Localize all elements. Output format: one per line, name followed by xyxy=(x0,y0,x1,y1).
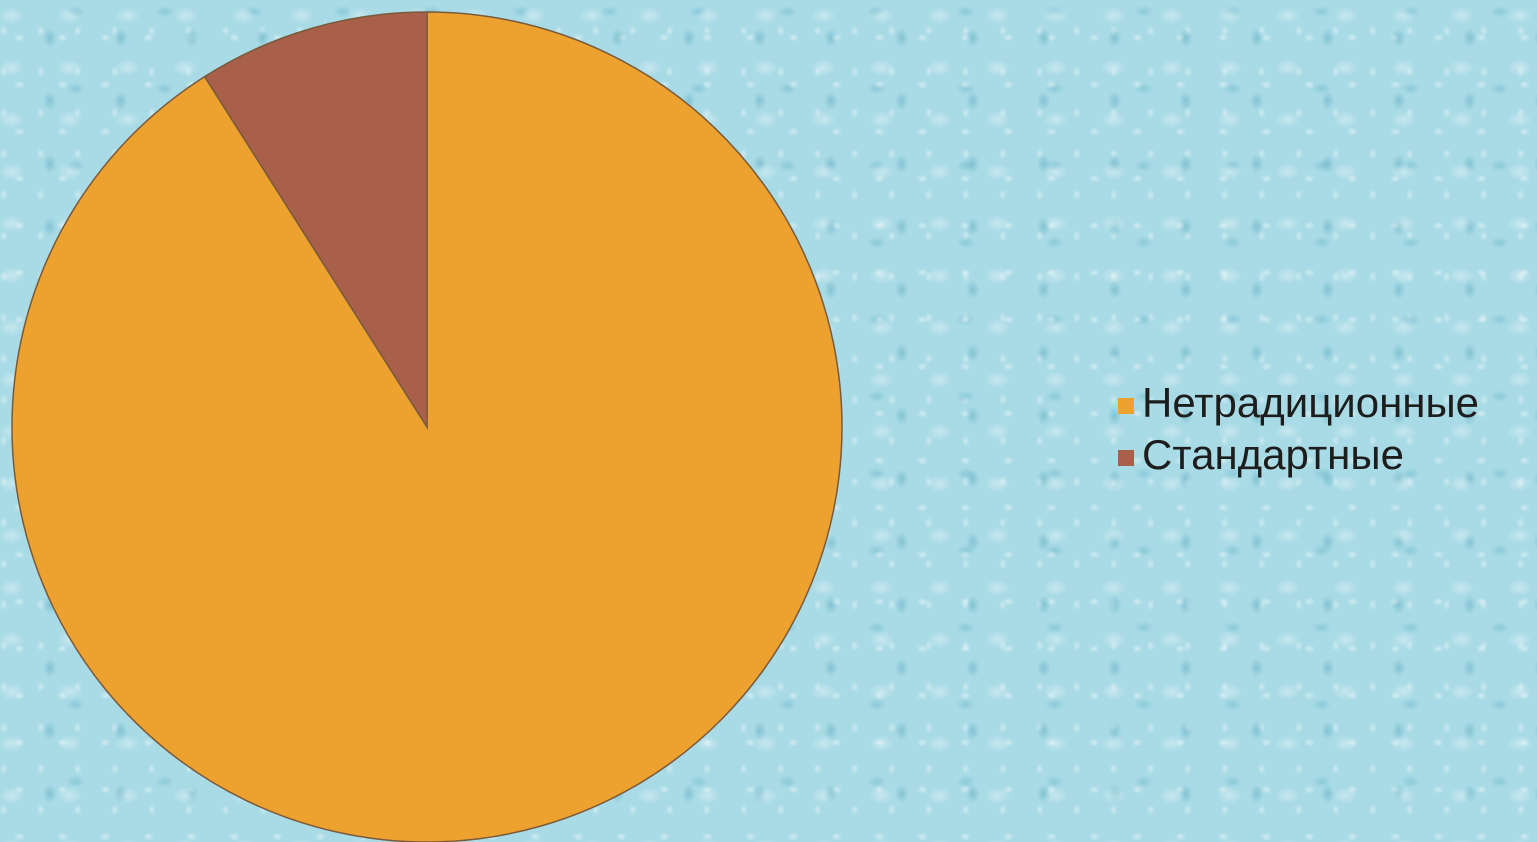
pie-slice-standartnye xyxy=(203,11,428,430)
chart-legend: Нетрадиционные Стандартные xyxy=(1118,378,1479,480)
legend-item-netraditsionnye: Нетрадиционные xyxy=(1118,378,1479,428)
legend-item-standartnye: Стандартные xyxy=(1118,430,1479,480)
legend-swatch-netraditsionnye xyxy=(1118,398,1134,414)
legend-label-netraditsionnye: Нетрадиционные xyxy=(1142,379,1480,426)
legend-label-standartnye: Стандартные xyxy=(1142,431,1404,478)
legend-swatch-standartnye xyxy=(1118,450,1134,466)
